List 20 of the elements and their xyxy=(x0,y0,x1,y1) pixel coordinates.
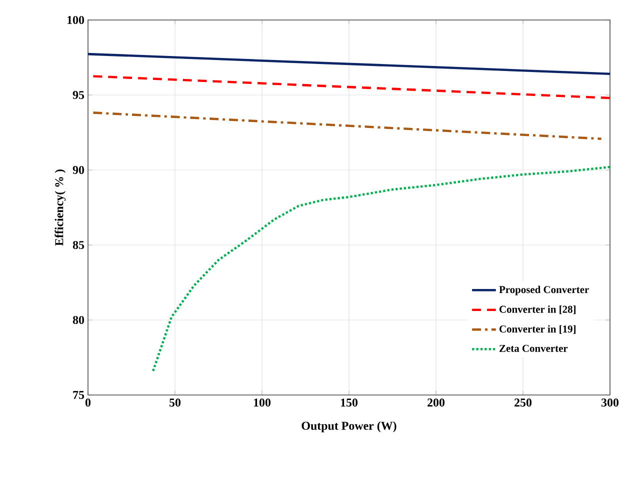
x-axis-title: Output Power (W) xyxy=(302,421,396,432)
x-tick-label: 50 xyxy=(170,398,181,407)
y-tick-label: 85 xyxy=(72,240,84,250)
legend-label: Zeta Converter xyxy=(500,344,568,352)
y-tick-label: 75 xyxy=(73,391,84,399)
legend-label: Converter in [28] xyxy=(500,305,576,314)
y-axis-title: Efficiency( % ) xyxy=(54,170,66,246)
legend-label: Converter in [19] xyxy=(500,325,576,334)
y-tick-label: 95 xyxy=(72,90,84,100)
x-tick-label: 150 xyxy=(340,398,358,407)
x-tick-label: 0 xyxy=(85,398,91,407)
y-tick-label: 100 xyxy=(68,16,84,24)
y-tick-label: 80 xyxy=(72,316,84,324)
y-tick-label: 90 xyxy=(72,166,84,174)
x-tick-label: 100 xyxy=(254,398,271,407)
line-series xyxy=(152,166,610,372)
x-tick-label: 200 xyxy=(428,398,445,407)
x-tick-label: 300 xyxy=(601,398,619,407)
x-tick-label: 250 xyxy=(514,398,532,407)
legend-label: Proposed Converter xyxy=(499,286,589,296)
